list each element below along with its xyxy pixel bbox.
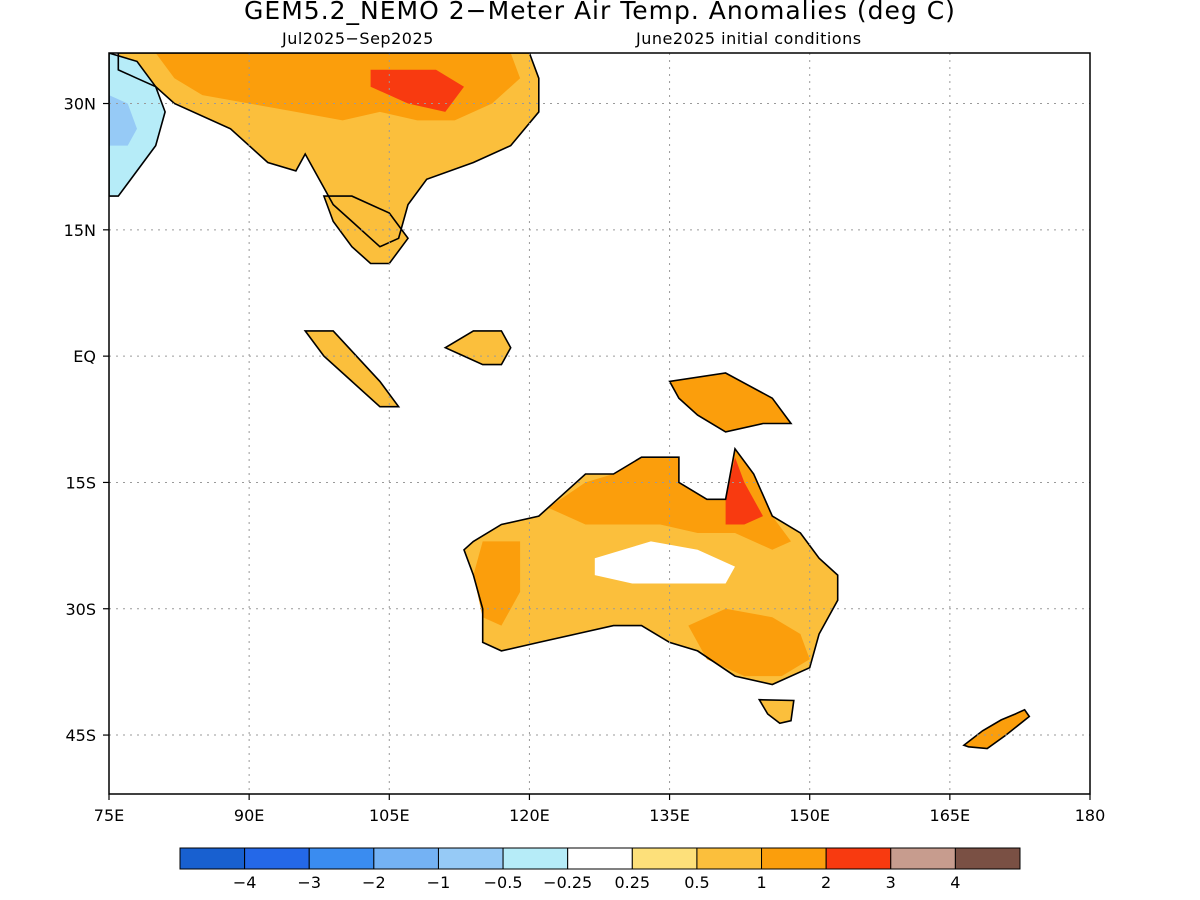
anomaly-region-14 <box>473 541 521 626</box>
anomaly-region-13 <box>594 541 735 584</box>
lon-tick-label: 75E <box>94 806 124 825</box>
lat-tick-label: 15N <box>64 221 96 240</box>
plot-frame <box>108 52 1091 795</box>
colorbar-label: −1 <box>427 873 451 892</box>
anomaly-region-4 <box>109 53 166 197</box>
anomaly-region-16 <box>963 709 1030 749</box>
colorbar-swatch <box>890 847 956 870</box>
colorbar-swatch <box>437 847 504 870</box>
coastline-7 <box>443 330 512 366</box>
anomaly-fill-layer <box>109 53 1030 749</box>
coastline-6 <box>303 330 401 408</box>
lat-tick-label: 30S <box>65 600 96 619</box>
colorbar-swatch <box>631 847 698 870</box>
colorbar-swatch <box>954 847 1021 870</box>
colorbar-label: 0.25 <box>614 873 650 892</box>
lon-tick-label: 180 <box>1075 806 1106 825</box>
axes: 75E 90E 105E 120E 135E 150E 165E 180 30N 15N EQ 15S… <box>64 95 1106 825</box>
colorbar-label: −4 <box>233 873 257 892</box>
lon-tick-label: 120E <box>509 806 550 825</box>
lon-tick-label: 135E <box>649 806 690 825</box>
forecast-period: Jul2025−Sep2025 <box>282 29 434 48</box>
anomaly-region-15 <box>759 699 794 724</box>
anomaly-region-2 <box>370 69 464 112</box>
anomaly-region-11 <box>725 457 763 525</box>
colorbar-swatch <box>373 847 439 870</box>
lat-tick-label: 30N <box>64 95 96 114</box>
colorbar-swatch <box>761 847 827 870</box>
colorbar-label: −0.25 <box>543 873 592 892</box>
anomaly-region-12 <box>688 608 810 677</box>
colorbar-label: 2 <box>821 873 831 892</box>
colorbar-label: −3 <box>297 873 321 892</box>
colorbar-swatch <box>696 847 763 870</box>
lat-tick-label: 15S <box>65 473 96 492</box>
anomaly-region-8 <box>669 373 791 432</box>
colorbar-swatch <box>825 847 892 870</box>
lat-tick-label: 45S <box>65 726 96 745</box>
coastline-15 <box>757 698 795 725</box>
colorbar-swatch <box>502 847 569 870</box>
colorbar-label: 4 <box>950 873 960 892</box>
lon-tick-label: 150E <box>789 806 830 825</box>
anomaly-region-10 <box>548 448 791 550</box>
lon-tick-label: 90E <box>234 806 264 825</box>
lat-tick-label: EQ <box>73 347 96 366</box>
colorbar-swatch <box>179 847 246 870</box>
colorbar-label: −0.5 <box>484 873 523 892</box>
coastline-16 <box>962 708 1031 750</box>
coastline-9 <box>463 446 839 686</box>
anomaly-region-7 <box>445 330 511 365</box>
colorbar-label: 3 <box>886 873 896 892</box>
chart-title: GEM5.2_NEMO 2−Meter Air Temp. Anomalies … <box>244 0 956 25</box>
colorbar-swatch <box>308 847 375 870</box>
coastline-4 <box>109 53 166 197</box>
lon-tick-label: 165E <box>930 806 971 825</box>
anomaly-region-5 <box>109 95 137 146</box>
colorbar-label: 0.5 <box>684 873 709 892</box>
anomaly-region-6 <box>305 330 399 407</box>
coastline-8 <box>668 372 793 433</box>
colorbar-label: 1 <box>756 873 766 892</box>
colorbar-swatch <box>567 847 633 870</box>
anomaly-region-3 <box>323 196 408 264</box>
initial-conditions: June2025 initial conditions <box>636 29 862 48</box>
colorbar-swatch <box>244 847 310 870</box>
coastline-layer <box>109 53 1031 750</box>
colorbar-label: −2 <box>362 873 386 892</box>
lon-tick-label: 105E <box>369 806 410 825</box>
gridlines <box>109 53 1090 794</box>
colorbar: −4 −3 −2 −1 −0.5 −0.25 0.25 0.5 1 2 3 4 <box>179 847 1021 892</box>
coastline-0 <box>117 53 540 248</box>
